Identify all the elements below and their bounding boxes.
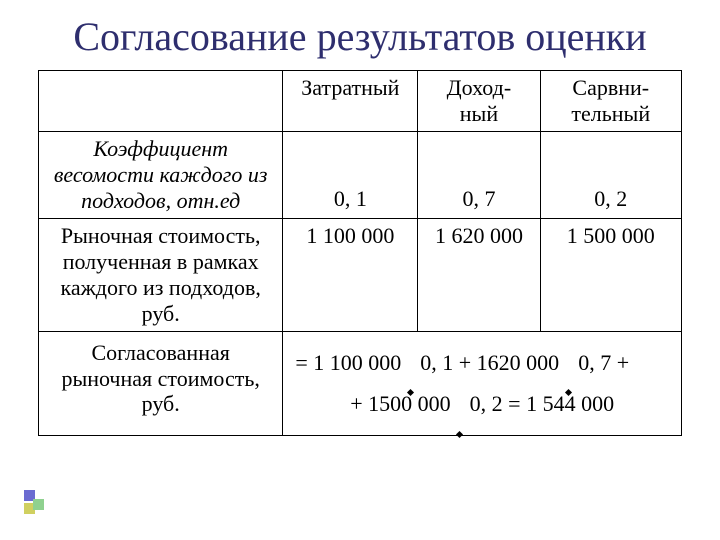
table-header-row: Затратный Доход- ный Сарвни- тельный [39, 71, 682, 132]
header-income-text: Доход- ный [447, 75, 512, 126]
formula-text: = 1 100 000 0, 1 + 1620 000 0, 7 + + 150… [291, 342, 673, 426]
table-row: Коэффициент весомости каждого из подходо… [39, 131, 682, 218]
f1b: 0, 1 + 1620 000 [420, 350, 559, 375]
slide: Согласование результатов оценки Затратны… [0, 0, 720, 540]
row3-formula: = 1 100 000 0, 1 + 1620 000 0, 7 + + 150… [283, 331, 682, 436]
table-container: Затратный Доход- ный Сарвни- тельный Коэ… [0, 66, 720, 436]
slide-title: Согласование результатов оценки [0, 0, 720, 66]
results-table: Затратный Доход- ный Сарвни- тельный Коэ… [38, 70, 682, 436]
corner-accent-icon [24, 490, 50, 516]
f2a: + 1500 000 [350, 391, 450, 416]
row2-c3: 1 500 000 [540, 218, 681, 331]
row1-c2: 0, 7 [418, 131, 540, 218]
header-income: Доход- ный [418, 71, 540, 132]
table-row: Рыночная стоимость, полученная в рамках … [39, 218, 682, 331]
row2-c1: 1 100 000 [283, 218, 418, 331]
f2b: 0, 2 = 1 544 000 [470, 391, 614, 416]
row2-c2: 1 620 000 [418, 218, 540, 331]
header-cost: Затратный [283, 71, 418, 132]
header-blank [39, 71, 283, 132]
row1-c3: 0, 2 [540, 131, 681, 218]
row1-label: Коэффициент весомости каждого из подходо… [39, 131, 283, 218]
table-row-formula: Согласованная рыночная стоимость, руб. =… [39, 331, 682, 436]
formula-line-2: + 1500 000 0, 2 = 1 544 000 [291, 383, 673, 425]
row3-label: Согласованная рыночная стоимость, руб. [39, 331, 283, 436]
formula-line-1: = 1 100 000 0, 1 + 1620 000 0, 7 + [291, 342, 673, 384]
header-compare-text: Сарвни- тельный [571, 75, 650, 126]
header-compare: Сарвни- тельный [540, 71, 681, 132]
f1a: = 1 100 000 [295, 350, 401, 375]
row1-c1: 0, 1 [283, 131, 418, 218]
f1c: 0, 7 + [578, 350, 629, 375]
row2-label: Рыночная стоимость, полученная в рамках … [39, 218, 283, 331]
